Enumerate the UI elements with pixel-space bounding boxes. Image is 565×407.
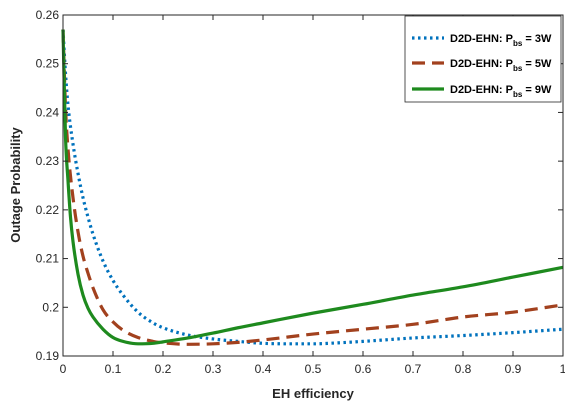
x-tick-label: 0.3 xyxy=(205,362,222,376)
x-tick-label: 0 xyxy=(60,362,67,376)
series-line-3 xyxy=(61,29,564,346)
x-tick-label: 0.2 xyxy=(155,362,172,376)
y-tick-label: 0.23 xyxy=(36,154,60,168)
series-lines xyxy=(61,29,564,346)
x-tick-label: 0.9 xyxy=(505,362,522,376)
y-tick-label: 0.21 xyxy=(36,252,60,266)
legend-label-value: = 9W xyxy=(522,84,552,96)
series-line-2 xyxy=(61,29,564,346)
legend-label-value: = 5W xyxy=(522,58,552,70)
y-tick-label: 0.25 xyxy=(36,57,60,71)
x-tick-label: 0.5 xyxy=(305,362,322,376)
legend-label-2: D2D-EHN: Pbs = 5W xyxy=(450,58,552,73)
y-tick-label: 0.2 xyxy=(42,300,59,314)
y-tick-label: 0.24 xyxy=(36,105,60,119)
y-tick-label: 0.26 xyxy=(36,8,60,22)
legend-label-subscript: bs xyxy=(513,64,523,73)
x-tick-label: 1 xyxy=(560,362,565,376)
legend-label-text: D2D-EHN: P xyxy=(450,58,513,70)
y-tick-label: 0.19 xyxy=(36,349,60,363)
x-axis-label: EH efficiency xyxy=(272,386,354,401)
y-axis: 0.19 0.2 0.21 0.22 0.23 0.24 0.25 0.26 xyxy=(36,8,563,363)
y-axis-label: Outage Probability xyxy=(8,126,23,242)
legend-label-subscript: bs xyxy=(513,90,523,99)
x-tick-label: 0.1 xyxy=(105,362,122,376)
legend-label-1: D2D-EHN: Pbs = 3W xyxy=(450,33,552,48)
x-tick-label: 0.6 xyxy=(355,362,372,376)
legend-label-subscript: bs xyxy=(513,39,523,48)
legend-label-text: D2D-EHN: P xyxy=(450,33,513,45)
x-tick-label: 0.7 xyxy=(405,362,422,376)
y-tick-label: 0.22 xyxy=(36,203,60,217)
x-tick-label: 0.8 xyxy=(455,362,472,376)
legend-label-3: D2D-EHN: Pbs = 9W xyxy=(450,84,552,99)
legend-label-value: = 3W xyxy=(522,33,552,45)
x-axis: 0 0.1 0.2 0.3 0.4 0.5 0.6 0.7 0.8 0.9 1 xyxy=(60,15,565,376)
x-tick-label: 0.4 xyxy=(255,362,272,376)
legend-label-text: D2D-EHN: P xyxy=(450,84,513,96)
